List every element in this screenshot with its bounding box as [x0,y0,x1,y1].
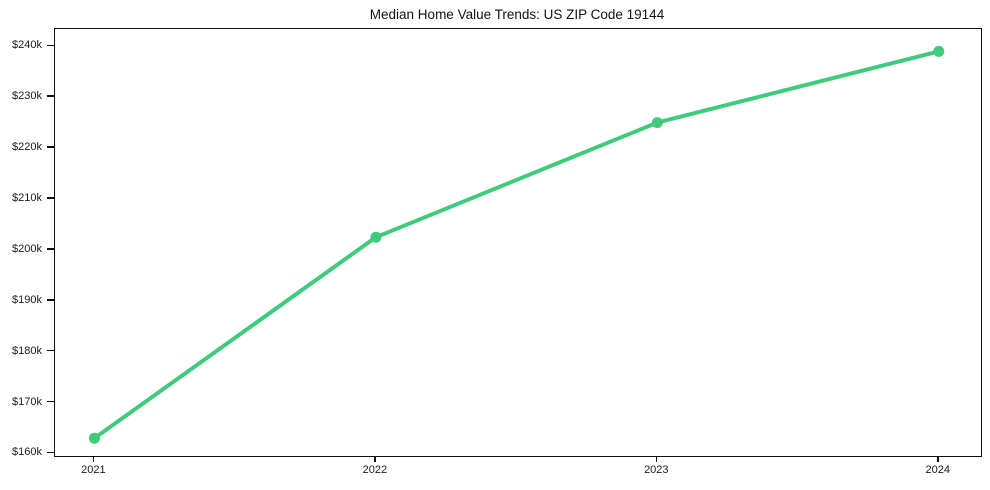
data-point-marker [88,432,100,444]
x-tick-label: 2022 [362,464,388,476]
y-tick-mark [47,44,54,47]
y-tick-mark [47,451,54,454]
x-tick-label: 2024 [925,464,950,476]
y-tick-mark [47,95,54,97]
data-point-marker [651,117,663,129]
y-tick-label: $170k [12,395,42,408]
y-tick-label: $200k [12,242,42,255]
y-tick-label: $190k [12,293,42,306]
y-tick-mark [47,400,54,403]
y-tick-mark [47,248,54,250]
y-tick-label: $240k [12,39,42,52]
plot-area [54,28,982,457]
y-tick-label: $210k [12,191,42,204]
x-tick-label: 2023 [644,464,669,476]
y-tick-label: $160k [12,446,42,459]
y-tick-mark [47,197,54,199]
y-tick-mark [47,299,54,301]
y-tick-mark [47,349,54,352]
y-tick-label: $220k [12,141,42,154]
data-point-marker [370,231,382,243]
x-tick-mark [655,456,658,462]
x-tick-label: 2021 [81,464,106,476]
data-point-marker [933,45,945,57]
y-tick-label: $230k [12,90,42,103]
x-tick-mark [92,456,95,462]
chart-title: Median Home Value Trends: US ZIP Code 19… [369,7,665,22]
series-line [92,49,941,441]
x-tick-mark [937,456,939,462]
y-tick-label: $180k [12,344,42,357]
x-tick-mark [374,456,376,462]
line-series [88,45,945,444]
y-tick-mark [47,146,54,148]
